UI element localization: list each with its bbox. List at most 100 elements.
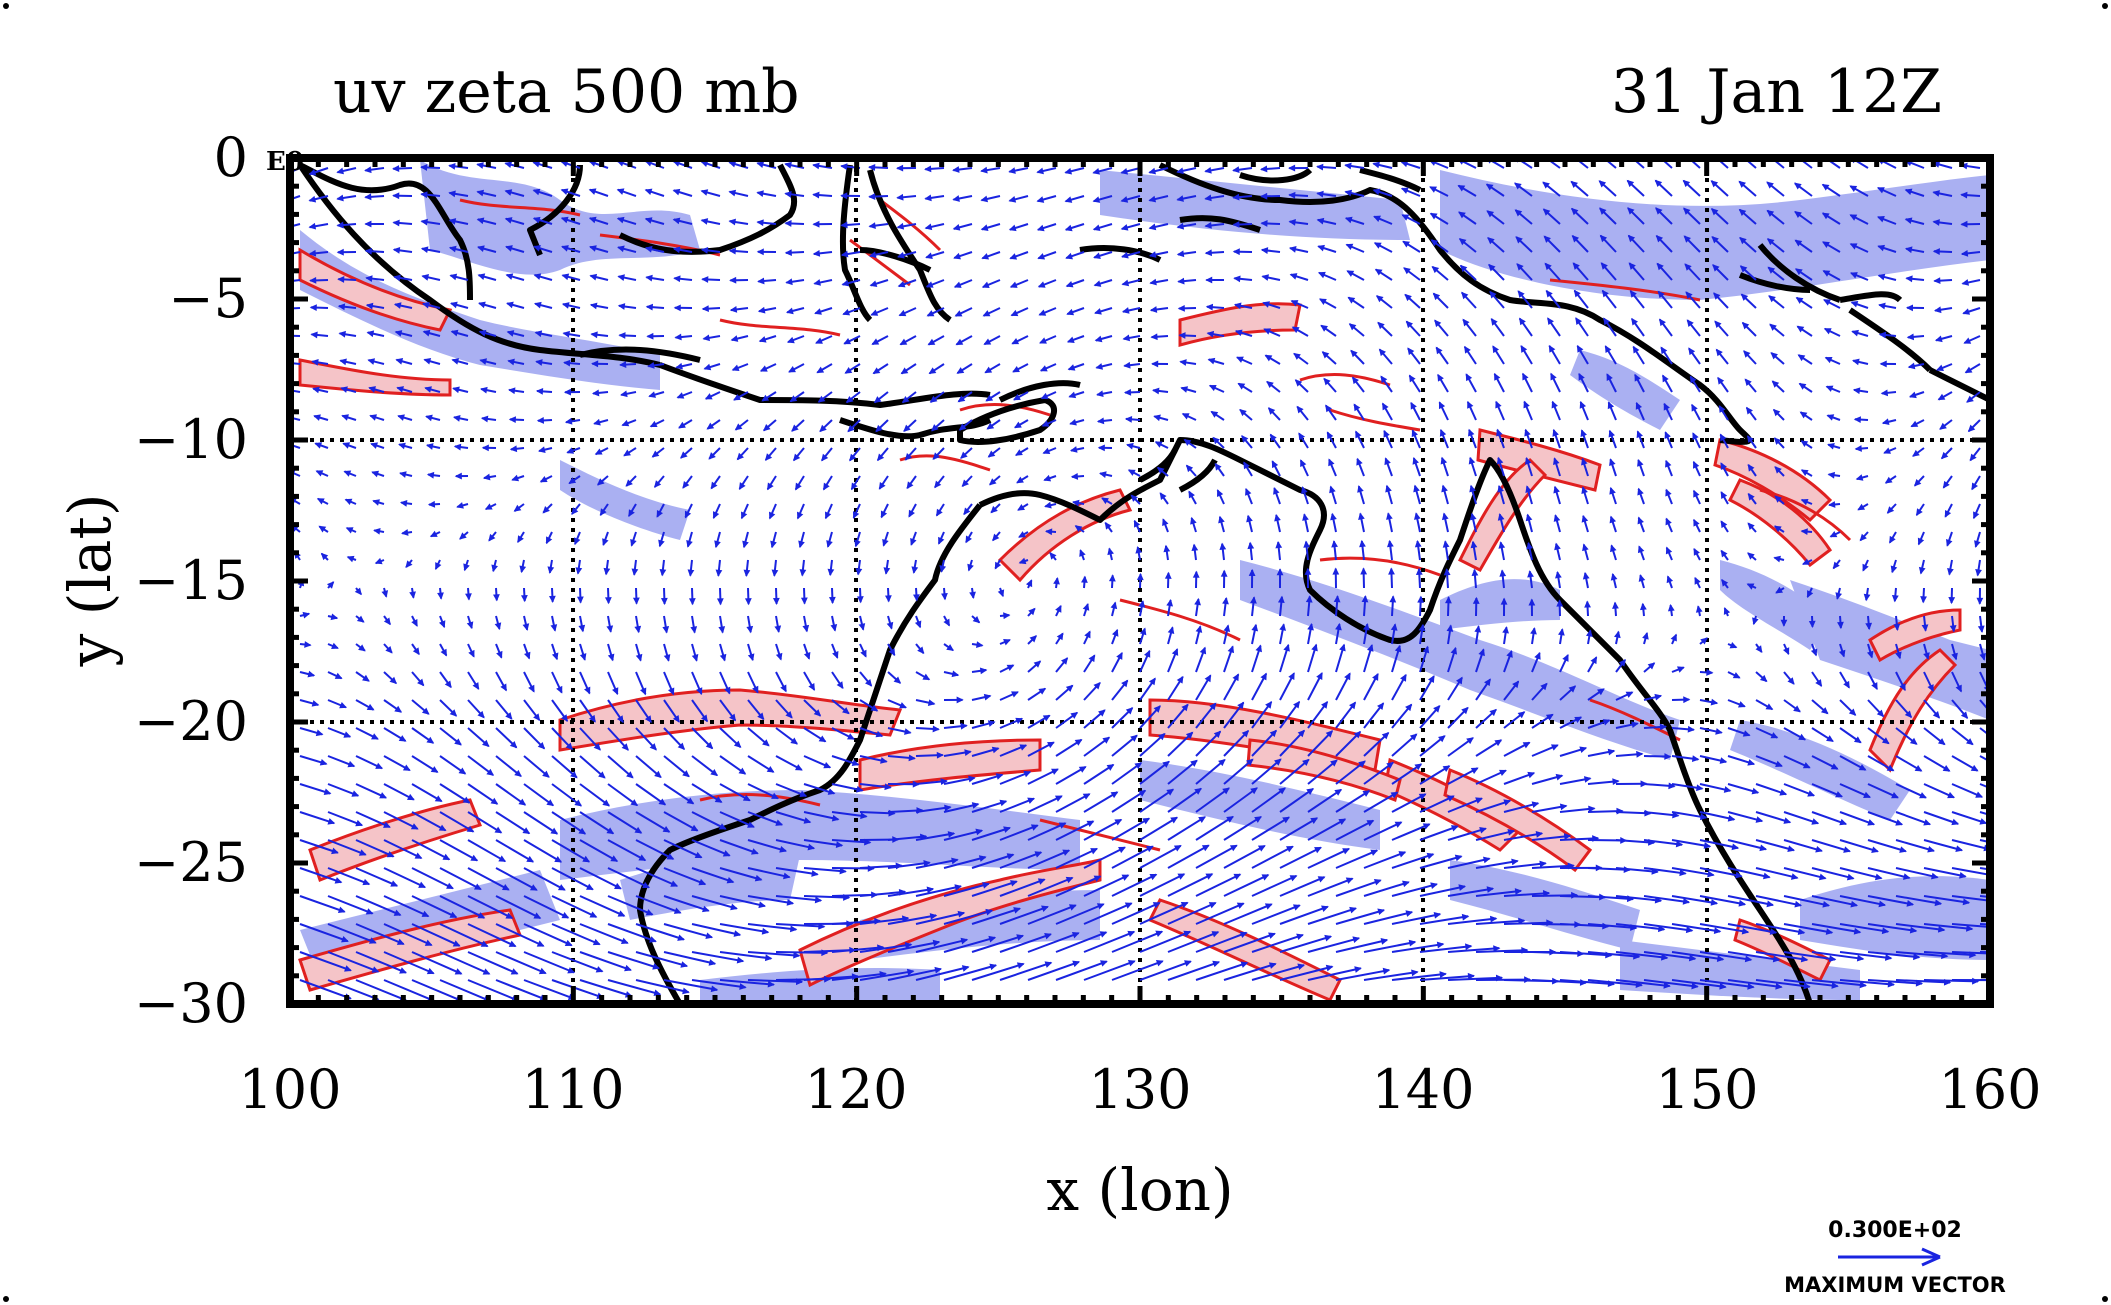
wind-vector-head <box>786 899 795 906</box>
wind-vector <box>663 923 713 939</box>
wind-vector <box>1195 961 1248 981</box>
wind-vector <box>1335 790 1370 813</box>
wind-vector-head <box>409 591 416 599</box>
wind-vector <box>635 811 670 833</box>
wind-vector-head <box>1269 433 1277 442</box>
wind-vector-head <box>1039 365 1048 372</box>
wind-vector <box>1391 913 1441 925</box>
wind-vector <box>1643 951 1696 960</box>
wind-vector <box>1503 892 1550 897</box>
wind-vector-head <box>739 983 747 990</box>
wind-vector-head <box>1693 518 1700 527</box>
wind-vector-head <box>812 191 820 199</box>
wind-vector-head <box>411 618 418 627</box>
wind-vector-head <box>1352 936 1361 943</box>
wind-vector-head <box>656 509 663 518</box>
frame-ticks <box>287 155 1993 1007</box>
wind-vector-head <box>1516 263 1524 271</box>
wind-vector-head <box>1823 328 1832 335</box>
wind-vector-head <box>1932 248 1940 255</box>
wind-vector-head <box>453 443 462 451</box>
wind-vector-head <box>1383 429 1390 438</box>
wind-vector-head <box>982 882 990 889</box>
wind-vector-head <box>784 190 792 198</box>
wind-vector-head <box>1176 250 1185 258</box>
wind-vector <box>803 895 850 899</box>
wind-vector-head <box>646 332 654 340</box>
wind-vector-head <box>1608 429 1615 438</box>
wind-vector-head <box>1831 982 1839 989</box>
wind-vector-head <box>339 358 347 366</box>
wind-vector-head <box>337 906 346 914</box>
wind-vector-head <box>1234 329 1243 337</box>
wind-vector <box>523 783 554 807</box>
wind-vector-head <box>566 447 575 454</box>
wind-vector-head <box>480 415 489 423</box>
wind-vector-head <box>1043 474 1052 482</box>
wind-vector-head <box>1488 263 1496 272</box>
wind-vector <box>1307 877 1353 897</box>
wind-vector-head <box>1695 605 1703 613</box>
wind-vector-head <box>1883 447 1891 454</box>
wind-vector <box>551 951 603 973</box>
wind-vector-head <box>1285 845 1294 853</box>
wind-vector-head <box>338 330 346 338</box>
wind-vector-head <box>1766 209 1775 217</box>
wind-vector-head <box>1254 816 1262 823</box>
wind-vector-head <box>379 792 388 799</box>
wind-vector-head <box>1277 595 1285 604</box>
wind-vector-head <box>1851 329 1859 337</box>
wind-vector <box>1419 825 1459 841</box>
wind-vector-head <box>1961 279 1970 286</box>
wind-vector-head <box>1344 189 1353 197</box>
wind-vector-head <box>744 598 752 606</box>
wind-vector <box>719 839 759 855</box>
wind-vector <box>579 979 632 998</box>
wind-vector-head <box>901 915 910 923</box>
wind-vector <box>1643 867 1686 875</box>
wind-vector-head <box>1489 290 1497 299</box>
wind-vector-head <box>302 611 311 619</box>
wind-vector-head <box>1494 739 1503 747</box>
wind-vector-head <box>1370 849 1379 856</box>
wind-vector <box>1055 793 1091 813</box>
wind-vector-head <box>532 188 541 196</box>
wind-vector <box>803 839 843 847</box>
wind-vector-head <box>1810 648 1818 657</box>
wind-vector <box>887 835 927 841</box>
wind-vector <box>971 934 1024 953</box>
wind-vector-head <box>484 503 493 510</box>
wind-vector-head <box>742 540 749 549</box>
wind-vector-head <box>1144 649 1151 658</box>
wind-vector-head <box>842 308 851 316</box>
wind-vector-head <box>1086 820 1095 827</box>
wind-vector <box>1839 923 1889 933</box>
corner-mark <box>2102 3 2108 9</box>
wind-vector-head <box>1013 907 1021 914</box>
wind-vector-head <box>1531 801 1540 809</box>
wind-vector-head <box>1041 420 1050 427</box>
wind-vector-head <box>1688 954 1697 962</box>
wind-vector-head <box>1388 567 1395 575</box>
wind-vector-head <box>1877 273 1886 281</box>
wind-vector <box>915 885 962 897</box>
wind-vector-head <box>906 481 914 490</box>
wind-vector-head <box>1293 700 1301 709</box>
wind-vector-head <box>1260 672 1267 681</box>
wind-vector <box>1195 844 1238 869</box>
wind-vector-head <box>1877 244 1886 252</box>
wind-vector-head <box>351 790 360 797</box>
wind-vector-head <box>1502 626 1509 634</box>
wind-vector-head <box>1550 744 1559 751</box>
wind-vector-head <box>1470 767 1479 774</box>
wind-vector-head <box>1859 981 1867 989</box>
wind-vector-head <box>992 533 1000 542</box>
wind-vector-head <box>634 826 643 834</box>
wind-vector-head <box>604 597 612 605</box>
wind-vector-head <box>394 330 403 337</box>
wind-vector <box>1027 904 1077 925</box>
wind-vector-head <box>698 878 707 886</box>
wind-vector-head <box>1966 395 1974 403</box>
wind-vector-head <box>1166 598 1174 607</box>
wind-vector-head <box>1602 719 1611 726</box>
